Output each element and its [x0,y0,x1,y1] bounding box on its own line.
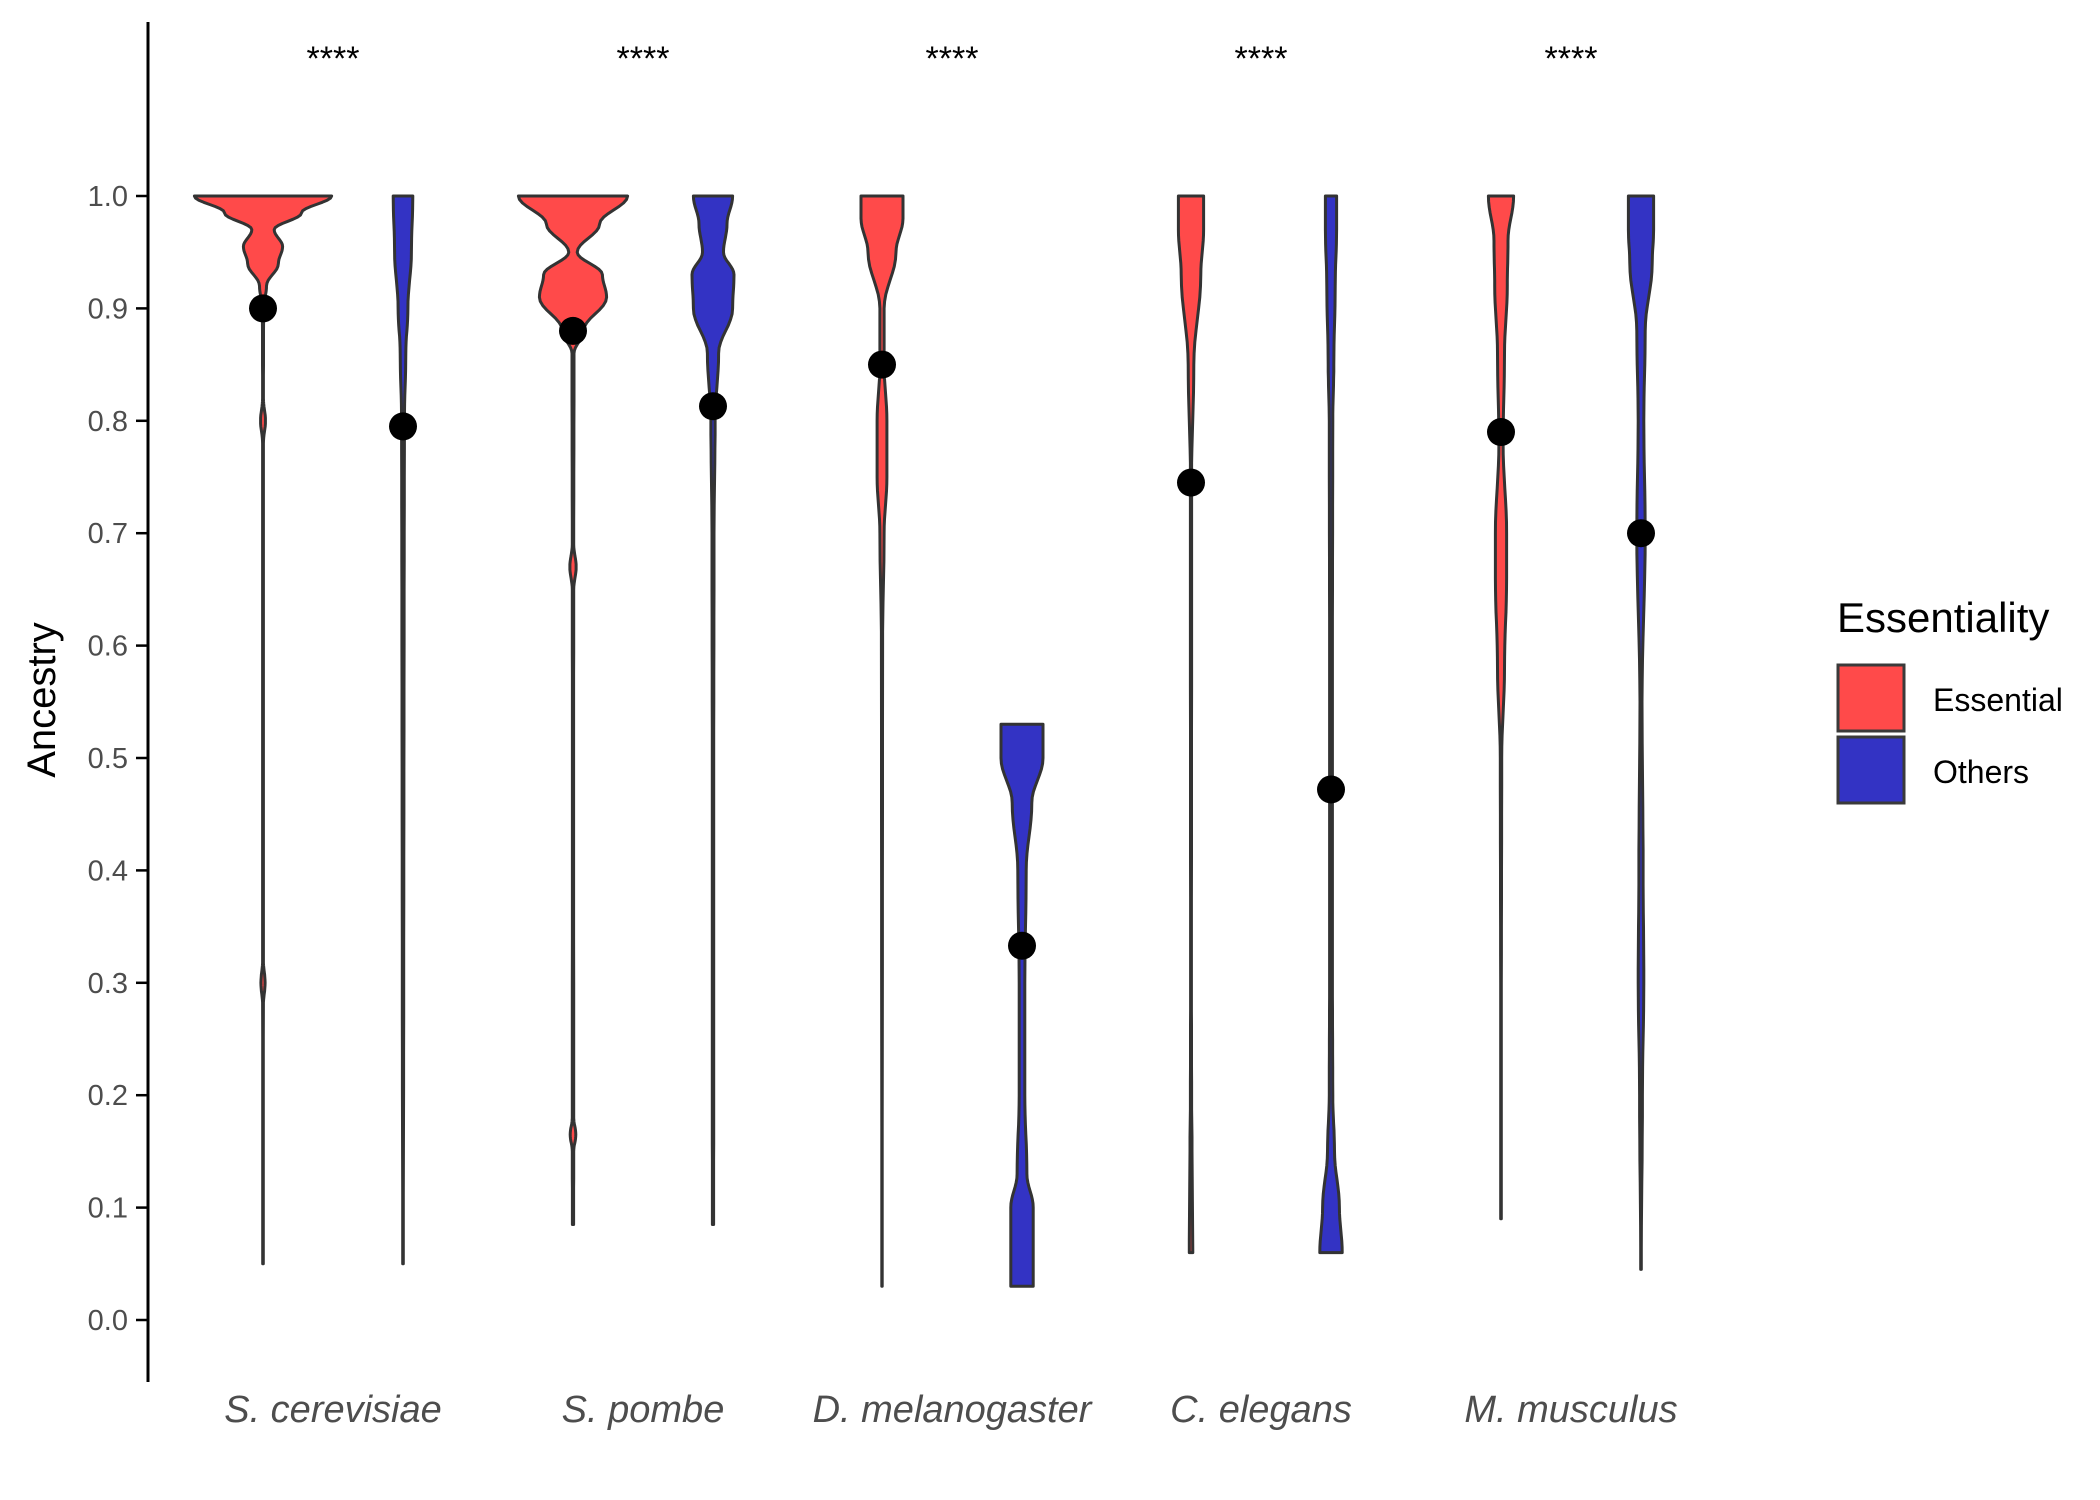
significance-marker: **** [617,40,670,78]
median-point [249,294,277,323]
y-tick-label: 0.9 [88,293,128,325]
violin-others [1626,194,1656,1271]
y-tick-label: 0.4 [88,855,128,887]
x-category-label: S. cerevisiae [224,1389,442,1431]
legend-swatch-others [1836,735,1906,805]
violin-essential [192,194,334,1266]
violin-essential [1486,194,1516,1221]
violin-others [999,722,1045,1288]
violin-others [391,194,415,1266]
significance-marker: **** [926,40,979,78]
y-tick-label: 0.6 [88,631,128,663]
violin-others [1318,194,1344,1255]
significance-marker: **** [1235,40,1288,78]
y-tick-label: 0.7 [88,518,128,550]
legend-label-essential: Essential [1933,682,2063,718]
y-tick-label: 0.8 [88,406,128,438]
violin-others [690,194,736,1226]
median-point [389,412,417,441]
median-point [868,350,896,379]
y-tick-label: 0.1 [88,1193,128,1225]
x-axis-labels: S. cerevisiae S. pombe D. melanogaster C. e… [224,1389,1677,1431]
y-axis-ticks: 0.0 0.1 0.2 0.3 0.4 0.5 0.6 0.7 0.8 0.9 1.0 [88,181,148,1337]
violin-essential [859,194,905,1288]
y-tick-label: 0.5 [88,743,128,775]
significance-labels: **** **** **** **** **** [307,40,1598,78]
y-axis-label: Ancestry [20,622,64,778]
significance-marker: **** [307,40,360,78]
violin-essential [516,194,630,1226]
median-point [1177,468,1205,497]
x-category-label: M. musculus [1464,1389,1677,1431]
significance-marker: **** [1545,40,1598,78]
y-tick-label: 0.3 [88,968,128,1000]
legend-title: Essentiality [1837,594,2049,641]
median-point [1008,931,1036,960]
median-point [1487,418,1515,447]
x-category-label: D. melanogaster [813,1389,1093,1431]
y-tick-label: 1.0 [88,181,128,213]
violins-layer [192,194,1656,1288]
x-category-label: C. elegans [1170,1389,1352,1431]
x-category-label: S. pombe [562,1389,725,1431]
y-tick-label: 0.0 [88,1305,128,1337]
violin-essential [1176,194,1206,1255]
y-tick-label: 0.2 [88,1080,128,1112]
median-point [1317,775,1345,804]
legend-label-others: Others [1933,754,2029,790]
median-point [559,316,587,345]
legend: Essentiality Essential Others [1836,594,2063,805]
medians-layer [249,294,1655,960]
median-point [699,392,727,421]
median-point [1627,519,1655,548]
legend-swatch-essential [1836,663,1906,733]
